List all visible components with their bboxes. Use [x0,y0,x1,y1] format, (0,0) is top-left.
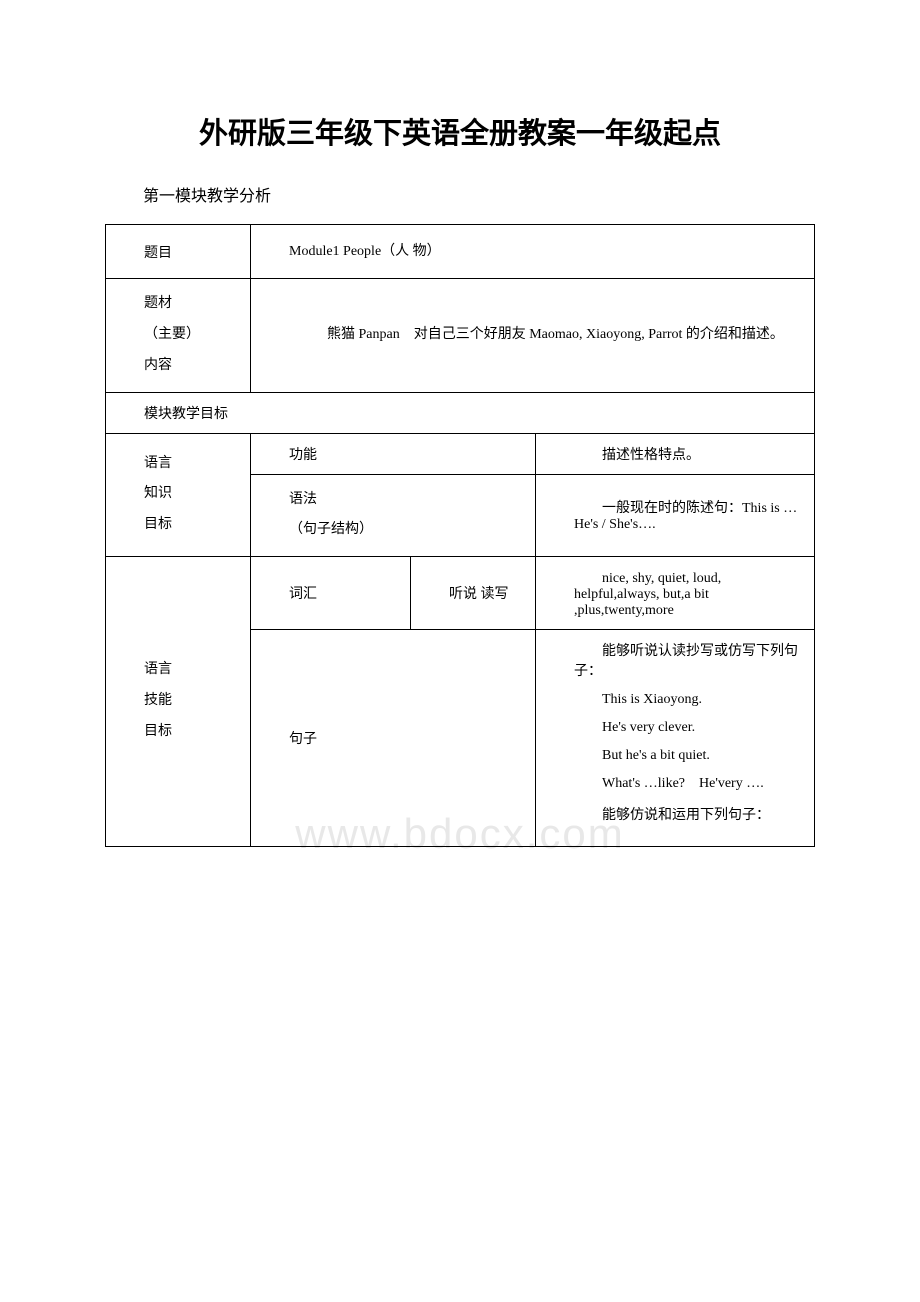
cell-title-content: Module1 People（人 物） [251,225,815,279]
table-row-title: 题目 Module1 People（人 物） [106,225,815,279]
cell-function-content: 描述性格特点。 [536,433,815,474]
sentence-p4: But he's a bit quiet. [574,748,802,764]
cell-topic-content: 熊猫 Panpan 对自己三个好朋友 Maomao, Xiaoyong, Par… [251,279,815,392]
skill-label-line1: 语言 [144,655,238,686]
sentence-p1: 能够听说认读抄写或仿写下列句子： [574,640,802,680]
table-row-module-goal: 模块教学目标 [106,392,815,433]
table-row-function: 语言 知识 目标 功能 描述性格特点。 [106,433,815,474]
grammar-label-line2: （句子结构） [289,515,523,546]
sentence-p3: He's very clever. [574,720,802,736]
topic-label-line2: （主要） [144,320,238,351]
cell-title-label: 题目 [106,225,251,279]
knowledge-label-line2: 知识 [144,479,238,510]
topic-label-line1: 题材 [144,289,238,320]
skill-label-line3: 目标 [144,717,238,748]
cell-topic-label: 题材 （主要） 内容 [106,279,251,392]
cell-vocab-label: 词汇 [251,557,411,630]
cell-skill-label: 语言 技能 目标 [106,557,251,847]
skill-label-line2: 技能 [144,686,238,717]
sentence-p2: This is Xiaoyong. [574,692,802,708]
knowledge-label-line1: 语言 [144,449,238,480]
cell-module-goal: 模块教学目标 [106,392,815,433]
lesson-plan-table: 题目 Module1 People（人 物） 题材 （主要） 内容 熊猫 Pan… [105,224,815,847]
cell-grammar-content: 一般现在时的陈述句：This is … He's / She's…. [536,474,815,557]
sentence-p5: What's …like? He'very …. [574,776,802,792]
sentence-p6: 能够仿说和运用下列句子： [574,804,802,824]
cell-sentence-content: 能够听说认读抄写或仿写下列句子： This is Xiaoyong. He's … [536,630,815,847]
cell-grammar-label: 语法 （句子结构） [251,474,536,557]
cell-vocab-mid: 听说 读写 [411,557,536,630]
table-row-vocab: 语言 技能 目标 词汇 听说 读写 nice, shy, quiet, loud… [106,557,815,630]
main-title: 外研版三年级下英语全册教案一年级起点 [105,110,815,152]
cell-function-label: 功能 [251,433,536,474]
cell-knowledge-label: 语言 知识 目标 [106,433,251,557]
topic-label-line3: 内容 [144,351,238,382]
grammar-label-line1: 语法 [289,485,523,516]
subtitle: 第一模块教学分析 [143,182,815,206]
cell-sentence-label: 句子 [251,630,536,847]
table-row-topic: 题材 （主要） 内容 熊猫 Panpan 对自己三个好朋友 Maomao, Xi… [106,279,815,392]
cell-vocab-content: nice, shy, quiet, loud, helpful,always, … [536,557,815,630]
page-wrapper: www.bdocx.com 外研版三年级下英语全册教案一年级起点 第一模块教学分… [105,110,815,847]
knowledge-label-line3: 目标 [144,510,238,541]
